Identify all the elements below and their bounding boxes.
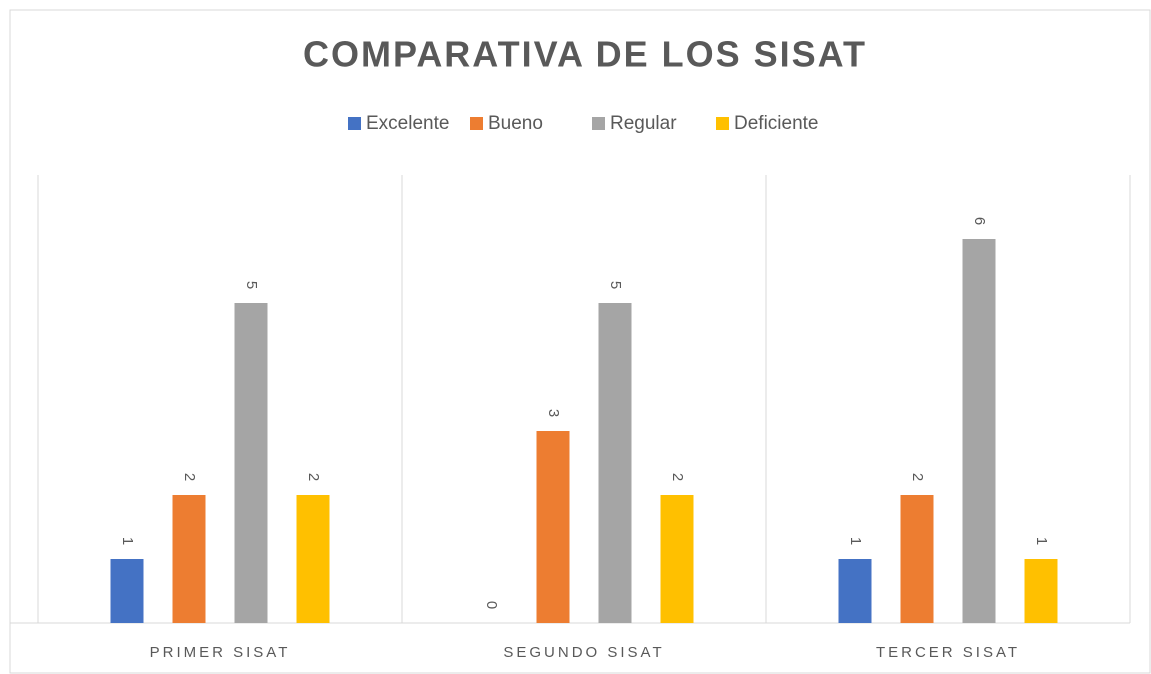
data-label: 6: [971, 217, 988, 225]
legend-label: Regular: [610, 113, 677, 134]
legend-swatch: [470, 117, 483, 130]
bar: [234, 303, 268, 623]
data-label: 1: [847, 537, 864, 545]
data-label: 2: [669, 473, 686, 481]
data-label: 1: [1033, 537, 1050, 545]
x-tick-label: PRIMER SISAT: [150, 644, 291, 661]
x-tick-label: TERCER SISAT: [876, 644, 1020, 661]
bar: [172, 495, 206, 623]
chart-title: COMPARATIVA DE LOS SISAT: [303, 34, 867, 75]
data-label: 2: [909, 473, 926, 481]
bar: [660, 495, 694, 623]
bar: [900, 495, 934, 623]
bar: [110, 559, 144, 623]
data-label: 2: [181, 473, 198, 481]
data-label: 2: [305, 473, 322, 481]
bar: [1024, 559, 1058, 623]
data-label: 1: [119, 537, 136, 545]
data-label: 5: [607, 281, 624, 289]
data-label: 3: [545, 409, 562, 417]
data-label: 5: [243, 281, 260, 289]
x-tick-label: SEGUNDO SISAT: [503, 644, 664, 661]
data-label: 0: [483, 601, 500, 609]
legend-swatch: [348, 117, 361, 130]
bar: [962, 239, 996, 623]
bar: [296, 495, 330, 623]
bar: [598, 303, 632, 623]
legend-label: Deficiente: [734, 113, 819, 134]
bar: [838, 559, 872, 623]
legend-label: Bueno: [488, 113, 543, 134]
legend-swatch: [592, 117, 605, 130]
legend-label: Excelente: [366, 113, 449, 134]
legend-swatch: [716, 117, 729, 130]
bar: [536, 431, 570, 623]
